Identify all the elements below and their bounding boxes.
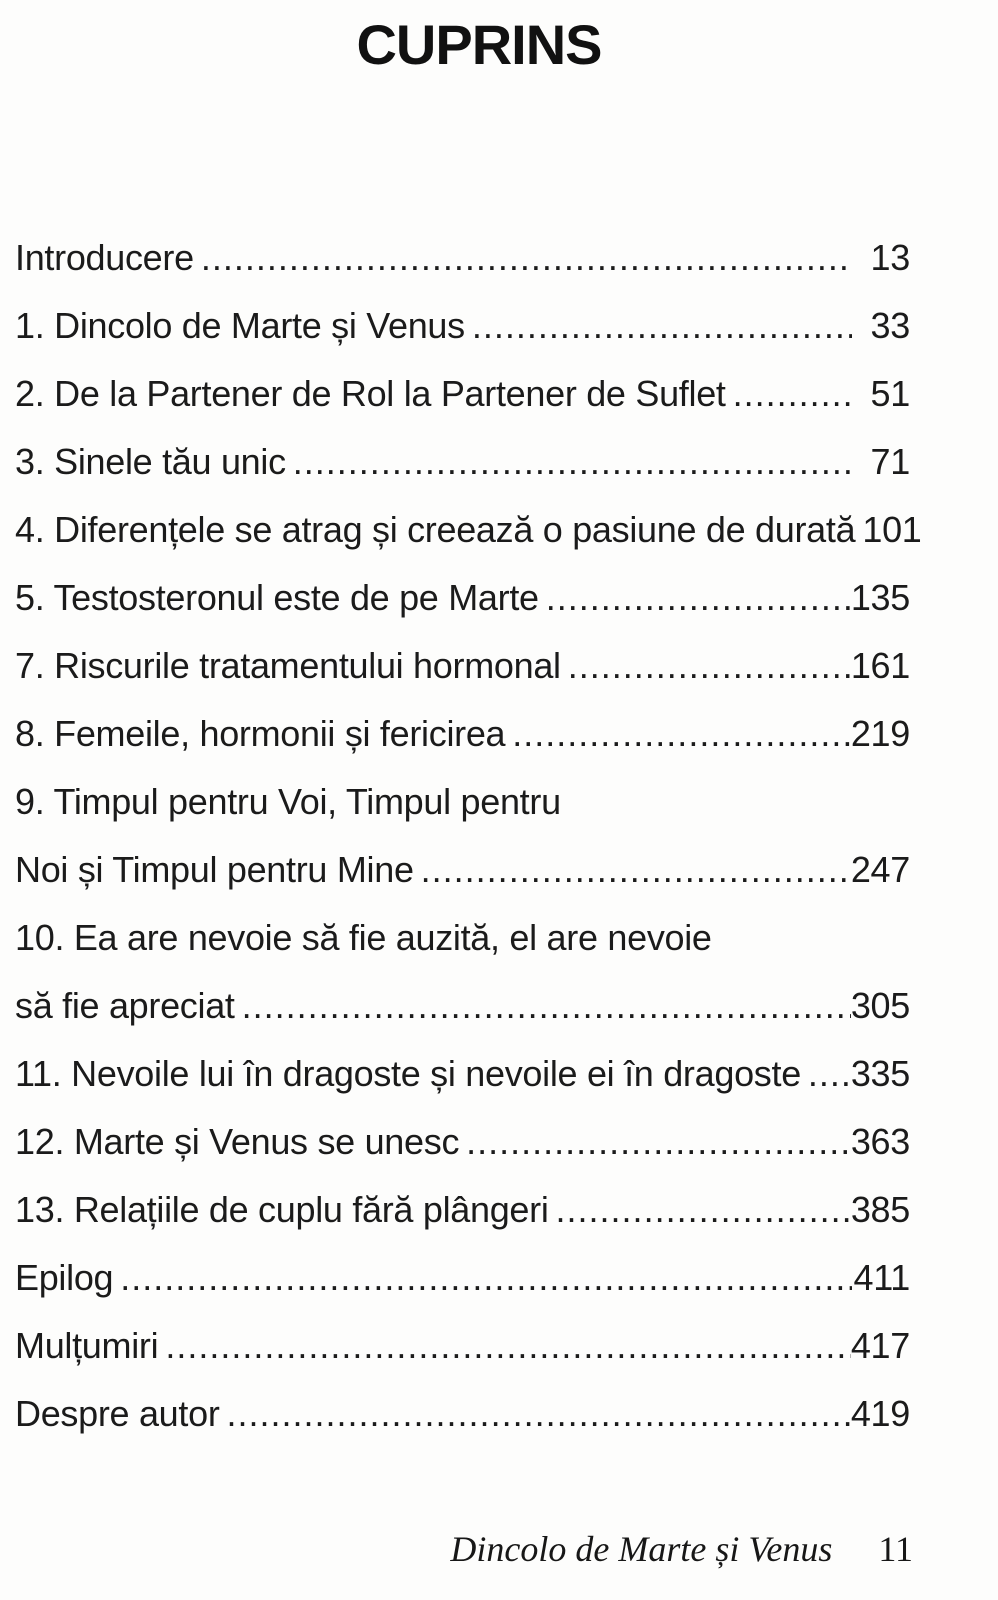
toc-entry-page: 51 xyxy=(870,373,911,414)
dot-leader xyxy=(472,292,852,360)
dot-leader xyxy=(466,1108,851,1176)
toc-entry: 7. Riscurile tratamentului hormonal 161 xyxy=(15,632,910,700)
toc-entry-label: 11. Nevoile lui în dragoste și nevoile e… xyxy=(15,1053,801,1094)
toc-entry: 13. Relațiile de cuplu fără plângeri 385 xyxy=(15,1176,910,1244)
toc-entry: Despre autor 419 xyxy=(15,1380,910,1448)
dot-leader xyxy=(546,564,851,632)
toc-entry-label: Despre autor xyxy=(15,1393,220,1434)
toc-entry-page: 71 xyxy=(870,441,911,482)
toc-entry-label: 1. Dincolo de Marte și Venus xyxy=(15,305,465,346)
toc-entry-page: 247 xyxy=(850,849,910,890)
toc-entry: 3. Sinele tău unic 71 xyxy=(15,428,910,496)
toc-entry: Noi și Timpul pentru Mine 247 xyxy=(15,836,910,904)
toc-entry: 2. De la Partener de Rol la Partener de … xyxy=(15,360,910,428)
toc-entry: 4. Diferențele se atrag și creează o pas… xyxy=(15,496,922,564)
toc-entry-label: să fie apreciat xyxy=(15,985,235,1026)
dot-leader xyxy=(227,1380,851,1448)
toc-entry: 12. Marte și Venus se unesc 363 xyxy=(15,1108,910,1176)
toc-entry-page: 101 xyxy=(862,509,922,550)
toc-entry-label: 8. Femeile, hormonii și fericirea xyxy=(15,713,506,754)
toc-entry: 10. Ea are nevoie să fie auzită, el are … xyxy=(15,904,910,972)
dot-leader xyxy=(293,428,852,496)
toc-entry-label: 13. Relațiile de cuplu fără plângeri xyxy=(15,1189,549,1230)
toc-entry: 1. Dincolo de Marte și Venus 33 xyxy=(15,292,910,360)
table-of-contents: Introducere 13 1. Dincolo de Marte și Ve… xyxy=(15,224,922,1448)
toc-entry: 9. Timpul pentru Voi, Timpul pentru xyxy=(15,768,910,836)
toc-entry-label: 4. Diferențele se atrag și creează o pas… xyxy=(15,509,856,550)
toc-entry-label: 9. Timpul pentru Voi, Timpul pentru xyxy=(15,781,561,822)
toc-entry-label: Introducere xyxy=(15,237,194,278)
toc-entry-label: 7. Riscurile tratamentului hormonal xyxy=(15,645,561,686)
toc-entry-label: 3. Sinele tău unic xyxy=(15,441,286,482)
toc-entry-page: 161 xyxy=(850,645,910,686)
dot-leader xyxy=(421,836,851,904)
dot-leader xyxy=(568,632,851,700)
toc-entry-page: 363 xyxy=(850,1121,910,1162)
page-title: CUPRINS xyxy=(356,13,602,76)
footer-book-title: Dincolo de Marte și Venus xyxy=(450,1529,833,1569)
dot-leader xyxy=(733,360,852,428)
toc-entry: 5. Testosteronul este de pe Marte 135 xyxy=(15,564,910,632)
dot-leader xyxy=(201,224,852,292)
toc-entry-page: 305 xyxy=(850,985,910,1026)
dot-leader xyxy=(808,1040,851,1108)
toc-entry-label: Epilog xyxy=(15,1257,114,1298)
toc-entry-page: 219 xyxy=(850,713,910,754)
toc-entry-page: 335 xyxy=(850,1053,910,1094)
toc-entry-label: 12. Marte și Venus se unesc xyxy=(15,1121,460,1162)
toc-entry-label: 5. Testosteronul este de pe Marte xyxy=(15,577,539,618)
toc-entry-label: Noi și Timpul pentru Mine xyxy=(15,849,414,890)
page-footer: Dincolo de Marte și Venus 11 xyxy=(450,1528,913,1570)
dot-leader xyxy=(512,700,851,768)
toc-entry-label: 2. De la Partener de Rol la Partener de … xyxy=(15,373,726,414)
toc-entry-page: 419 xyxy=(850,1393,910,1434)
toc-entry: Introducere 13 xyxy=(15,224,910,292)
toc-entry: 11. Nevoile lui în dragoste și nevoile e… xyxy=(15,1040,910,1108)
dot-leader xyxy=(120,1244,852,1312)
toc-entry-page: 417 xyxy=(850,1325,910,1366)
dot-leader xyxy=(242,972,851,1040)
toc-entry-page: 385 xyxy=(850,1189,910,1230)
toc-entry: Epilog 411 xyxy=(15,1244,910,1312)
toc-entry: 8. Femeile, hormonii și fericirea 219 xyxy=(15,700,910,768)
toc-entry-page: 411 xyxy=(853,1257,911,1298)
dot-leader xyxy=(556,1176,851,1244)
footer-page-number: 11 xyxy=(878,1529,913,1569)
toc-entry: să fie apreciat 305 xyxy=(15,972,910,1040)
toc-entry-page: 33 xyxy=(870,305,911,346)
toc-entry-page: 135 xyxy=(850,577,910,618)
toc-entry-label: 10. Ea are nevoie să fie auzită, el are … xyxy=(15,917,712,958)
toc-entry-page: 13 xyxy=(870,237,911,278)
toc-entry-label: Mulțumiri xyxy=(15,1325,159,1366)
dot-leader xyxy=(165,1312,851,1380)
toc-entry: Mulțumiri 417 xyxy=(15,1312,910,1380)
